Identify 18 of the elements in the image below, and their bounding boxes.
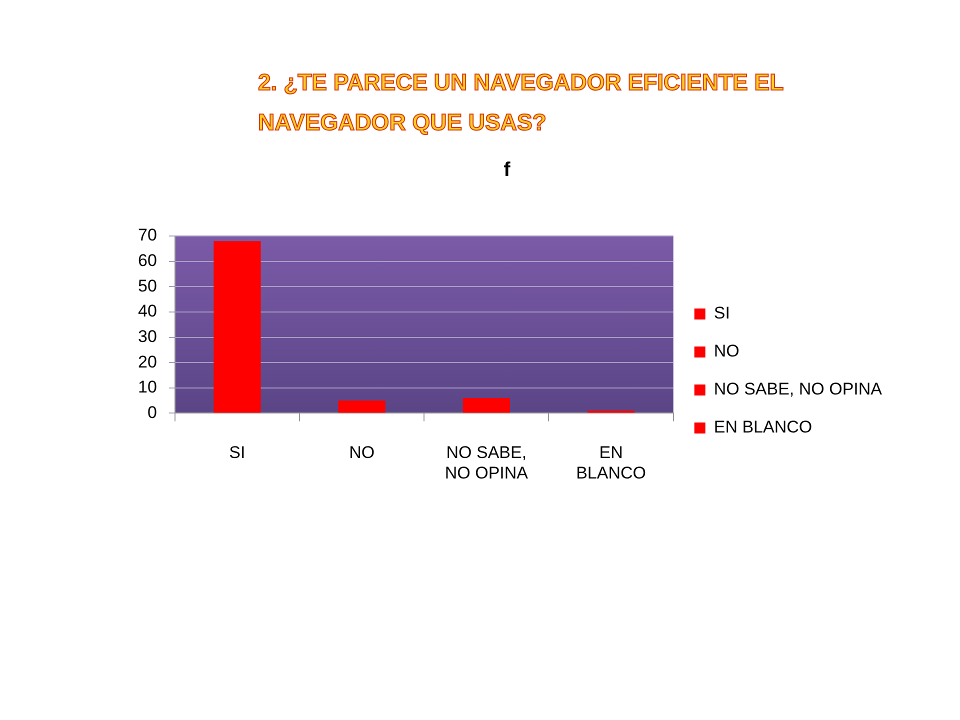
y-tick-label: 70 <box>138 226 157 245</box>
legend-label: NO SABE, NO OPINA <box>714 380 883 399</box>
y-tick-label: 10 <box>138 378 157 397</box>
chart-title: 2. ¿TE PARECE UN NAVEGADOR EFICIENTE EL NAVEGADOR QUE USAS? <box>258 68 784 137</box>
y-tick-label: 50 <box>138 276 157 296</box>
y-tick-label: 40 <box>138 302 157 321</box>
y-tick-label: 0 <box>147 402 157 422</box>
y-tick-label: 30 <box>138 326 157 346</box>
x-tick-label: NO SABE, NO OPINA <box>444 443 529 482</box>
x-tick-label: EN BLANCO <box>576 443 646 482</box>
legend-label: NO <box>714 342 740 361</box>
chart-subtitle: f <box>504 158 510 182</box>
x-tick-label: SI <box>229 443 246 462</box>
legend-label: SI <box>714 304 730 323</box>
y-tick-label: 20 <box>138 352 157 372</box>
x-tick-label: NO <box>349 443 375 462</box>
y-tick-label: 60 <box>138 251 157 270</box>
legend-label: EN BLANCO <box>714 418 812 437</box>
